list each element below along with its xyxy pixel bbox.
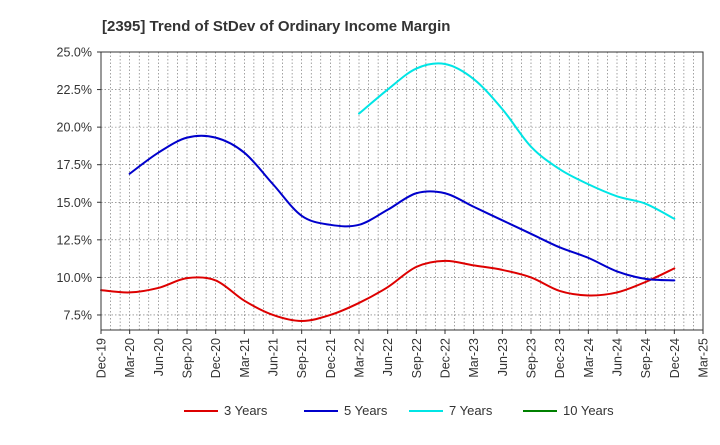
y-tick-label: 17.5% — [57, 158, 92, 172]
x-tick-label: Jun-24 — [611, 338, 625, 376]
y-tick-label: 12.5% — [57, 233, 92, 247]
x-tick-label: Dec-24 — [668, 338, 682, 378]
legend-label: 10 Years — [563, 403, 614, 418]
x-tick-label: Dec-20 — [209, 338, 223, 378]
x-tick-label: Sep-24 — [639, 338, 653, 378]
y-tick-label: 20.0% — [57, 121, 92, 135]
x-axis-ticks: Dec-19 Mar-20 Jun-20 Sep-20 Dec-20 Mar-21 Jun-… — [95, 330, 711, 378]
x-tick-label: Mar-23 — [467, 338, 481, 378]
x-tick-label: Dec-19 — [95, 338, 109, 378]
x-tick-label: Mar-21 — [238, 338, 252, 378]
x-tick-label: Dec-21 — [324, 338, 338, 378]
x-tick-label: Sep-21 — [295, 338, 309, 378]
legend-label: 5 Years — [344, 403, 388, 418]
y-tick-label: 7.5% — [64, 308, 93, 322]
series-layer — [100, 62, 676, 322]
y-axis-ticks: 25.0% 22.5% 20.0% 17.5% 15.0% 12.5% 10.0% 7.5% — [57, 46, 101, 322]
legend-label: 7 Years — [449, 403, 493, 418]
x-tick-label: Mar-24 — [582, 338, 596, 378]
x-tick-label: Sep-22 — [410, 338, 424, 378]
x-tick-label: Sep-23 — [525, 338, 539, 378]
y-tick-label: 15.0% — [57, 196, 92, 210]
plot-frame — [100, 51, 704, 331]
legend-label: 3 Years — [224, 403, 268, 418]
y-tick-label: 22.5% — [57, 83, 92, 97]
grid-layer — [101, 51, 703, 330]
x-tick-label: Sep-20 — [181, 338, 195, 378]
y-tick-label: 25.0% — [57, 46, 92, 60]
x-tick-label: Dec-22 — [439, 338, 453, 378]
chart-title: [2395] Trend of StDev of Ordinary Income… — [102, 18, 450, 35]
x-tick-label: Jun-21 — [267, 338, 281, 376]
series-line-3 — [358, 62, 676, 220]
x-tick-label: Jun-22 — [381, 338, 395, 376]
x-tick-label: Jun-23 — [496, 338, 510, 376]
x-tick-label: Mar-25 — [697, 338, 711, 378]
legend: 3 Years 5 Years 7 Years 10 Years — [184, 403, 614, 418]
x-tick-label: Mar-20 — [123, 338, 137, 378]
series-line-1 — [100, 259, 676, 322]
x-tick-label: Dec-23 — [553, 338, 567, 378]
x-tick-label: Mar-22 — [353, 338, 367, 378]
x-tick-label: Jun-20 — [152, 338, 166, 376]
series-line-2 — [128, 134, 676, 282]
y-tick-label: 10.0% — [57, 271, 92, 285]
